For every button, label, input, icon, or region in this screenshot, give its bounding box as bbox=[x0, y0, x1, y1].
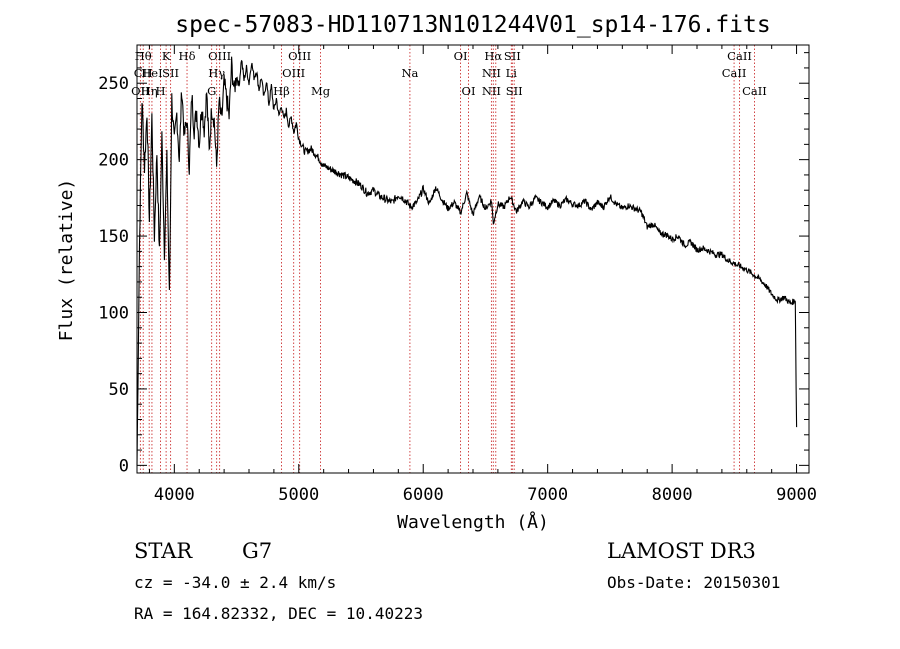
line-label-4-0: H bbox=[156, 84, 166, 98]
line-label-18-1: NII bbox=[482, 84, 501, 98]
line-label-2-0: Hη bbox=[141, 84, 158, 98]
coordinates: RA = 164.82332, DEC = 10.40223 bbox=[134, 604, 423, 623]
line-label-5-0: K bbox=[162, 49, 171, 63]
redshift-velocity: cz = -34.0 ± 2.4 km/s bbox=[134, 573, 336, 592]
y-tick-label: 250 bbox=[98, 74, 129, 94]
line-label-1-1: CH bbox=[134, 66, 153, 80]
line-label-14-0: Mg bbox=[311, 84, 331, 98]
x-axis-ticks: 4000 5000 6000 7000 8000 9000 bbox=[148, 45, 817, 505]
line-label-17-0: OI bbox=[462, 84, 476, 98]
y-tick-label: 100 bbox=[98, 304, 129, 324]
line-label-12-0: OIII bbox=[282, 66, 305, 80]
object-subclass: G7 bbox=[242, 539, 272, 563]
line-label-18-0: NII bbox=[482, 66, 501, 80]
x-tick-label: 9000 bbox=[776, 485, 817, 505]
line-label-6-0: SII bbox=[162, 66, 179, 80]
line-markers bbox=[139, 45, 755, 473]
y-axis-ticks: 0 50 100 150 200 250 bbox=[98, 52, 809, 476]
line-label-21-0: Li bbox=[506, 66, 518, 80]
plot-frame bbox=[136, 44, 810, 474]
line-label-16-0: OI bbox=[454, 49, 468, 63]
line-label-25-0: CaII bbox=[727, 49, 752, 63]
x-tick-label: 6000 bbox=[403, 485, 444, 505]
line-label-11-0: Hβ bbox=[273, 84, 290, 98]
chart-title: spec-57083-HD110713N101244V01_sp14-176.f… bbox=[175, 12, 770, 38]
line-label-19-0: Hα bbox=[484, 49, 502, 63]
line-label-10-0: OIII bbox=[208, 49, 231, 63]
line-label-3-0: HeI bbox=[141, 66, 162, 80]
y-tick-label: 200 bbox=[98, 151, 129, 171]
y-tick-label: 0 bbox=[119, 456, 129, 476]
object-class: STAR bbox=[134, 539, 193, 563]
line-label-0-0: OII bbox=[131, 84, 150, 98]
line-label-24-0: CaII bbox=[722, 66, 747, 80]
line-label-9-0: Hγ bbox=[208, 66, 225, 80]
x-axis-label: Wavelength (Å) bbox=[397, 511, 549, 533]
x-tick-label: 8000 bbox=[652, 485, 693, 505]
line-label-7-0: Hδ bbox=[179, 49, 196, 63]
y-tick-label: 150 bbox=[98, 227, 129, 247]
x-tick-label: 4000 bbox=[154, 485, 195, 505]
flux-series-line bbox=[136, 56, 798, 466]
x-tick-label: 5000 bbox=[278, 485, 319, 505]
line-label-22-0: SII bbox=[504, 49, 521, 63]
x-tick-label: 7000 bbox=[527, 485, 568, 505]
line-label-8-0: G bbox=[207, 84, 216, 98]
observation-date: Obs-Date: 20150301 bbox=[607, 573, 780, 592]
line-labels: OIIHθCHHηHeIHKSIIHδGHγOIIIHβOIIIOIIIMgNa… bbox=[131, 49, 767, 98]
y-tick-label: 50 bbox=[109, 380, 129, 400]
line-label-13-0: OIII bbox=[288, 49, 311, 63]
line-label-15-0: Na bbox=[401, 66, 418, 80]
y-axis-label: Flux (relative) bbox=[56, 179, 77, 342]
survey-name: LAMOST DR3 bbox=[607, 539, 756, 563]
line-label-26-0: CaII bbox=[742, 84, 767, 98]
line-label-23-0: SII bbox=[506, 84, 523, 98]
